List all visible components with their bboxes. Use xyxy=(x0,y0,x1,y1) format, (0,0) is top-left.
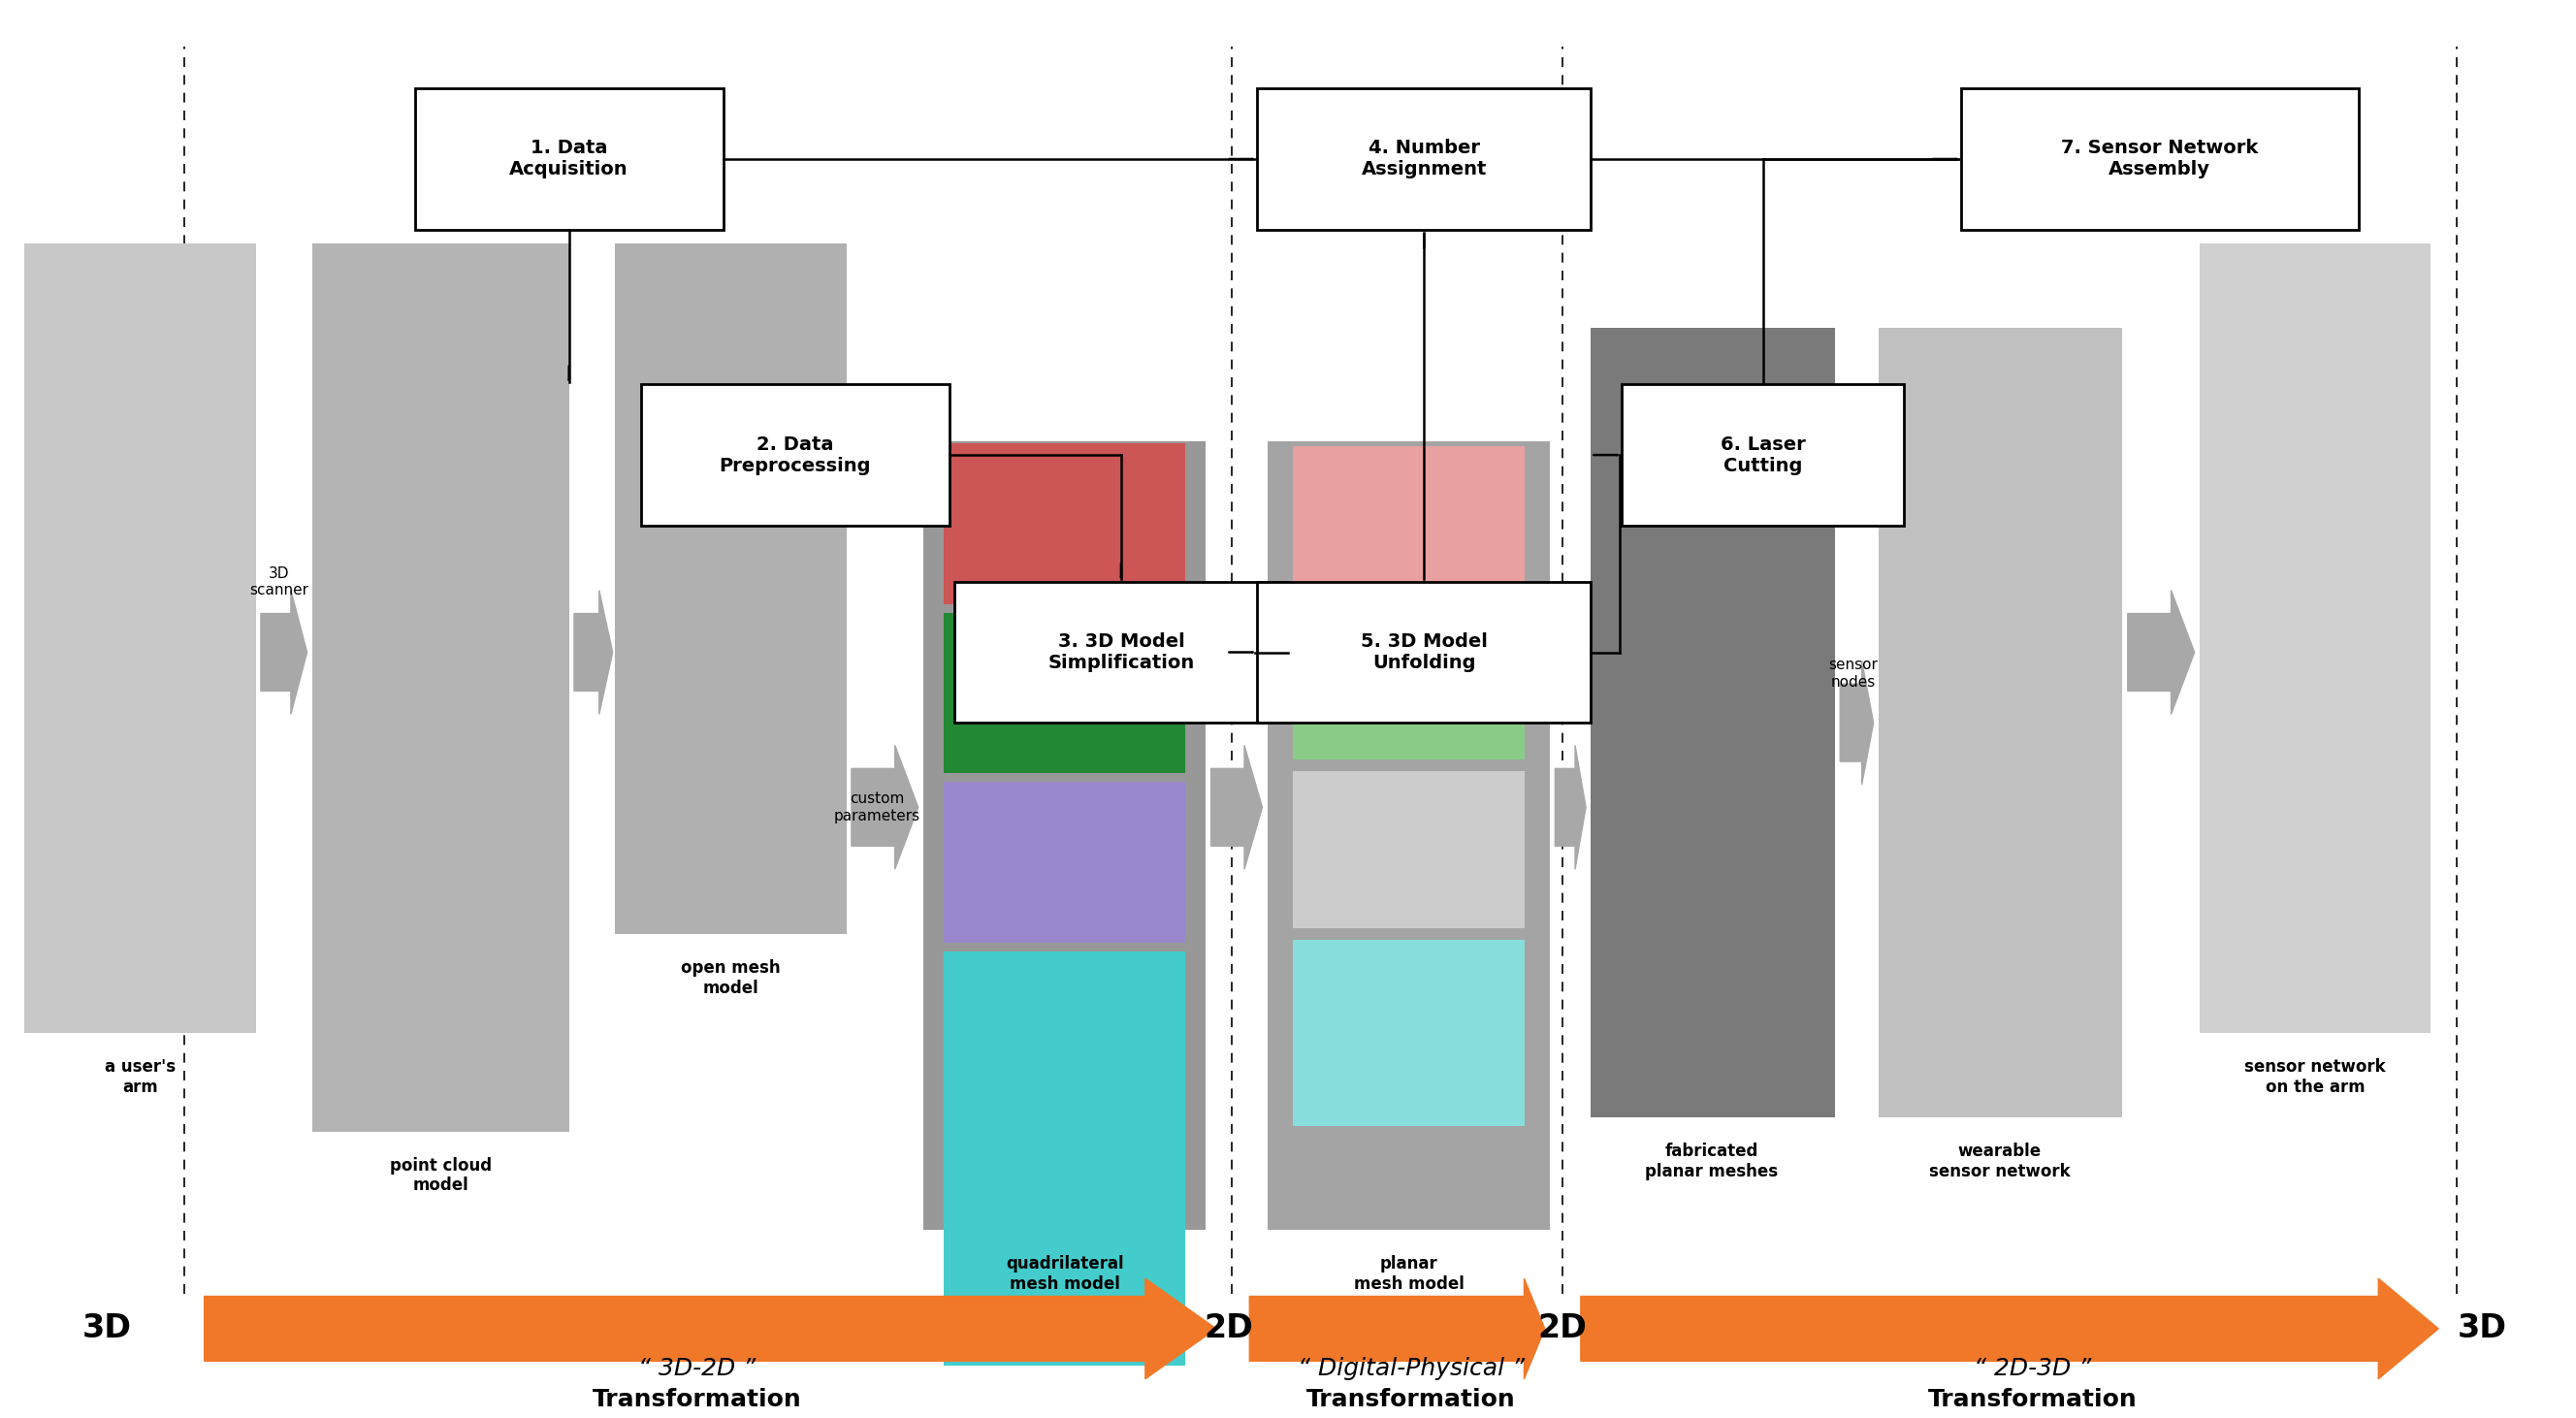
FancyArrow shape xyxy=(1249,1279,1546,1378)
Bar xyxy=(26,244,255,1032)
Text: “ Digital-Physical ”: “ Digital-Physical ” xyxy=(1298,1357,1525,1380)
Bar xyxy=(2200,244,2432,1032)
Text: “ 3D-2D ”: “ 3D-2D ” xyxy=(639,1357,757,1380)
Text: fabricated
planar meshes: fabricated planar meshes xyxy=(1646,1143,1777,1180)
Bar xyxy=(1878,328,2123,1117)
Text: a user's
arm: a user's arm xyxy=(106,1058,175,1096)
Text: wearable
sensor network: wearable sensor network xyxy=(1929,1143,2071,1180)
Text: 3. 3D Model
Simplification: 3. 3D Model Simplification xyxy=(1048,632,1195,672)
Text: planar
mesh model: planar mesh model xyxy=(1352,1255,1463,1293)
Bar xyxy=(1293,630,1525,760)
Text: Transformation: Transformation xyxy=(1306,1387,1515,1411)
Bar xyxy=(616,244,848,934)
Text: 2D: 2D xyxy=(1538,1313,1587,1344)
FancyArrow shape xyxy=(204,1279,1216,1378)
Text: 2. Data
Preprocessing: 2. Data Preprocessing xyxy=(719,435,871,475)
Bar xyxy=(1592,328,1834,1117)
Text: 2D: 2D xyxy=(1203,1313,1255,1344)
Text: custom
parameters: custom parameters xyxy=(835,791,920,822)
Bar xyxy=(1623,384,1904,526)
Text: “ 2D-3D ”: “ 2D-3D ” xyxy=(1973,1357,2092,1380)
FancyArrow shape xyxy=(1582,1279,2439,1378)
Bar xyxy=(943,444,1185,604)
FancyArrow shape xyxy=(260,590,307,715)
Bar xyxy=(415,88,724,230)
Text: 4. Number
Assignment: 4. Number Assignment xyxy=(1360,139,1486,179)
Text: open mesh
model: open mesh model xyxy=(680,960,781,997)
Bar xyxy=(641,384,948,526)
FancyArrow shape xyxy=(574,590,613,715)
Bar xyxy=(943,781,1185,943)
Bar xyxy=(953,581,1288,723)
Bar xyxy=(1293,770,1525,929)
Text: 6. Laser
Cutting: 6. Laser Cutting xyxy=(1721,435,1806,475)
Text: sensor
nodes: sensor nodes xyxy=(1829,658,1878,689)
Bar xyxy=(1293,940,1525,1126)
Bar xyxy=(1257,88,1592,230)
Text: Transformation: Transformation xyxy=(592,1387,801,1411)
Bar xyxy=(1960,88,2360,230)
Bar xyxy=(922,441,1206,1229)
Bar xyxy=(312,244,569,1132)
Text: 7. Sensor Network
Assembly: 7. Sensor Network Assembly xyxy=(2061,139,2259,179)
Bar xyxy=(1267,441,1551,1229)
Text: point cloud
model: point cloud model xyxy=(389,1157,492,1194)
Text: 5. 3D Model
Unfolding: 5. 3D Model Unfolding xyxy=(1360,632,1486,672)
Text: 1. Data
Acquisition: 1. Data Acquisition xyxy=(510,139,629,179)
Bar xyxy=(1257,581,1592,723)
Bar xyxy=(1293,447,1525,618)
FancyArrow shape xyxy=(1211,746,1262,869)
Text: Transformation: Transformation xyxy=(1927,1387,2138,1411)
Text: 3D
scanner: 3D scanner xyxy=(250,566,309,597)
Bar xyxy=(943,951,1185,1366)
FancyArrow shape xyxy=(1556,746,1587,869)
Bar xyxy=(943,613,1185,773)
Text: 3D: 3D xyxy=(82,1313,131,1344)
Text: 3D: 3D xyxy=(2458,1313,2506,1344)
FancyArrow shape xyxy=(1839,661,1873,784)
FancyArrow shape xyxy=(2128,590,2195,715)
Text: quadrilateral
mesh model: quadrilateral mesh model xyxy=(1005,1255,1123,1293)
Text: sensor network
on the arm: sensor network on the arm xyxy=(2244,1058,2385,1096)
FancyArrow shape xyxy=(853,746,917,869)
